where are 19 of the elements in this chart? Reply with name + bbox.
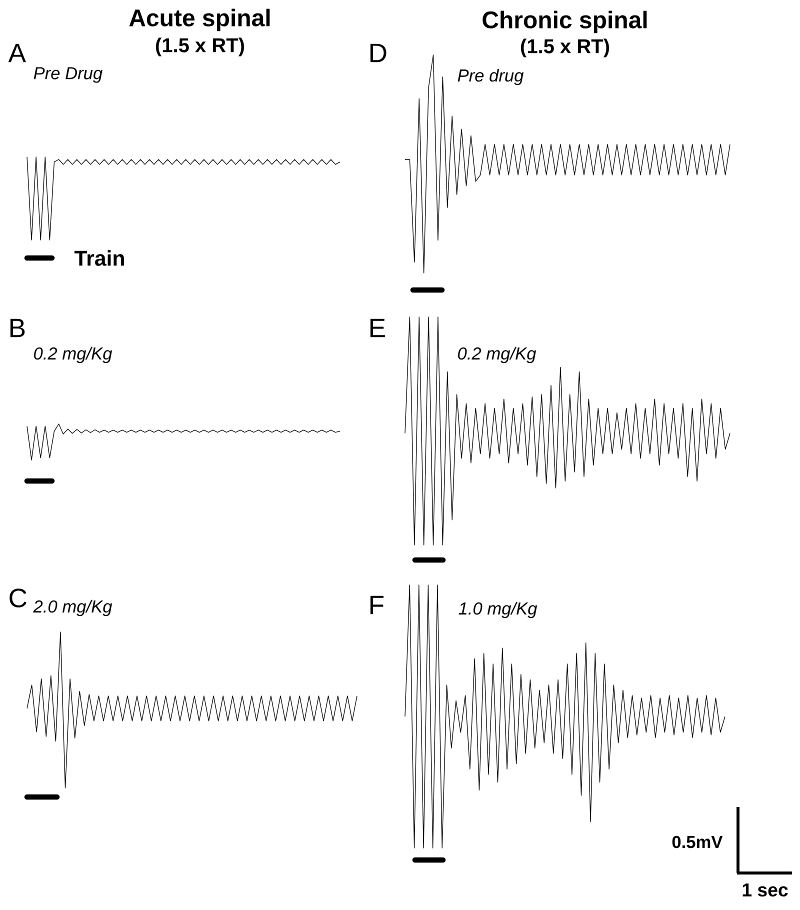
chart-subtitle: 0.2 mg/Kg [34,346,112,364]
text: 1.0 mg/Kg [458,602,538,618]
annotation: (1.5 x RT) [521,38,610,58]
chart-subtitle: 2.0 mg/Kg [33,600,112,616]
chart-title: A [8,44,26,62]
text: 0.2 mg/Kg [458,346,536,364]
chart-title: B [10,318,25,338]
text: Pre drug [458,68,524,86]
chart-subtitle: Pre Drug [34,67,102,83]
text: Train [74,250,124,266]
text: 1 sec [742,883,788,897]
chart-title: F [370,596,384,614]
chart-title: C [10,588,26,608]
annotation: 0.5mV [672,836,723,848]
chart-title: D [370,44,386,62]
text: (1.5 x RT) [156,38,244,56]
text: Acute spinal [129,8,270,32]
text: Chronic spinal [482,10,647,34]
chart-title: E [370,318,385,338]
